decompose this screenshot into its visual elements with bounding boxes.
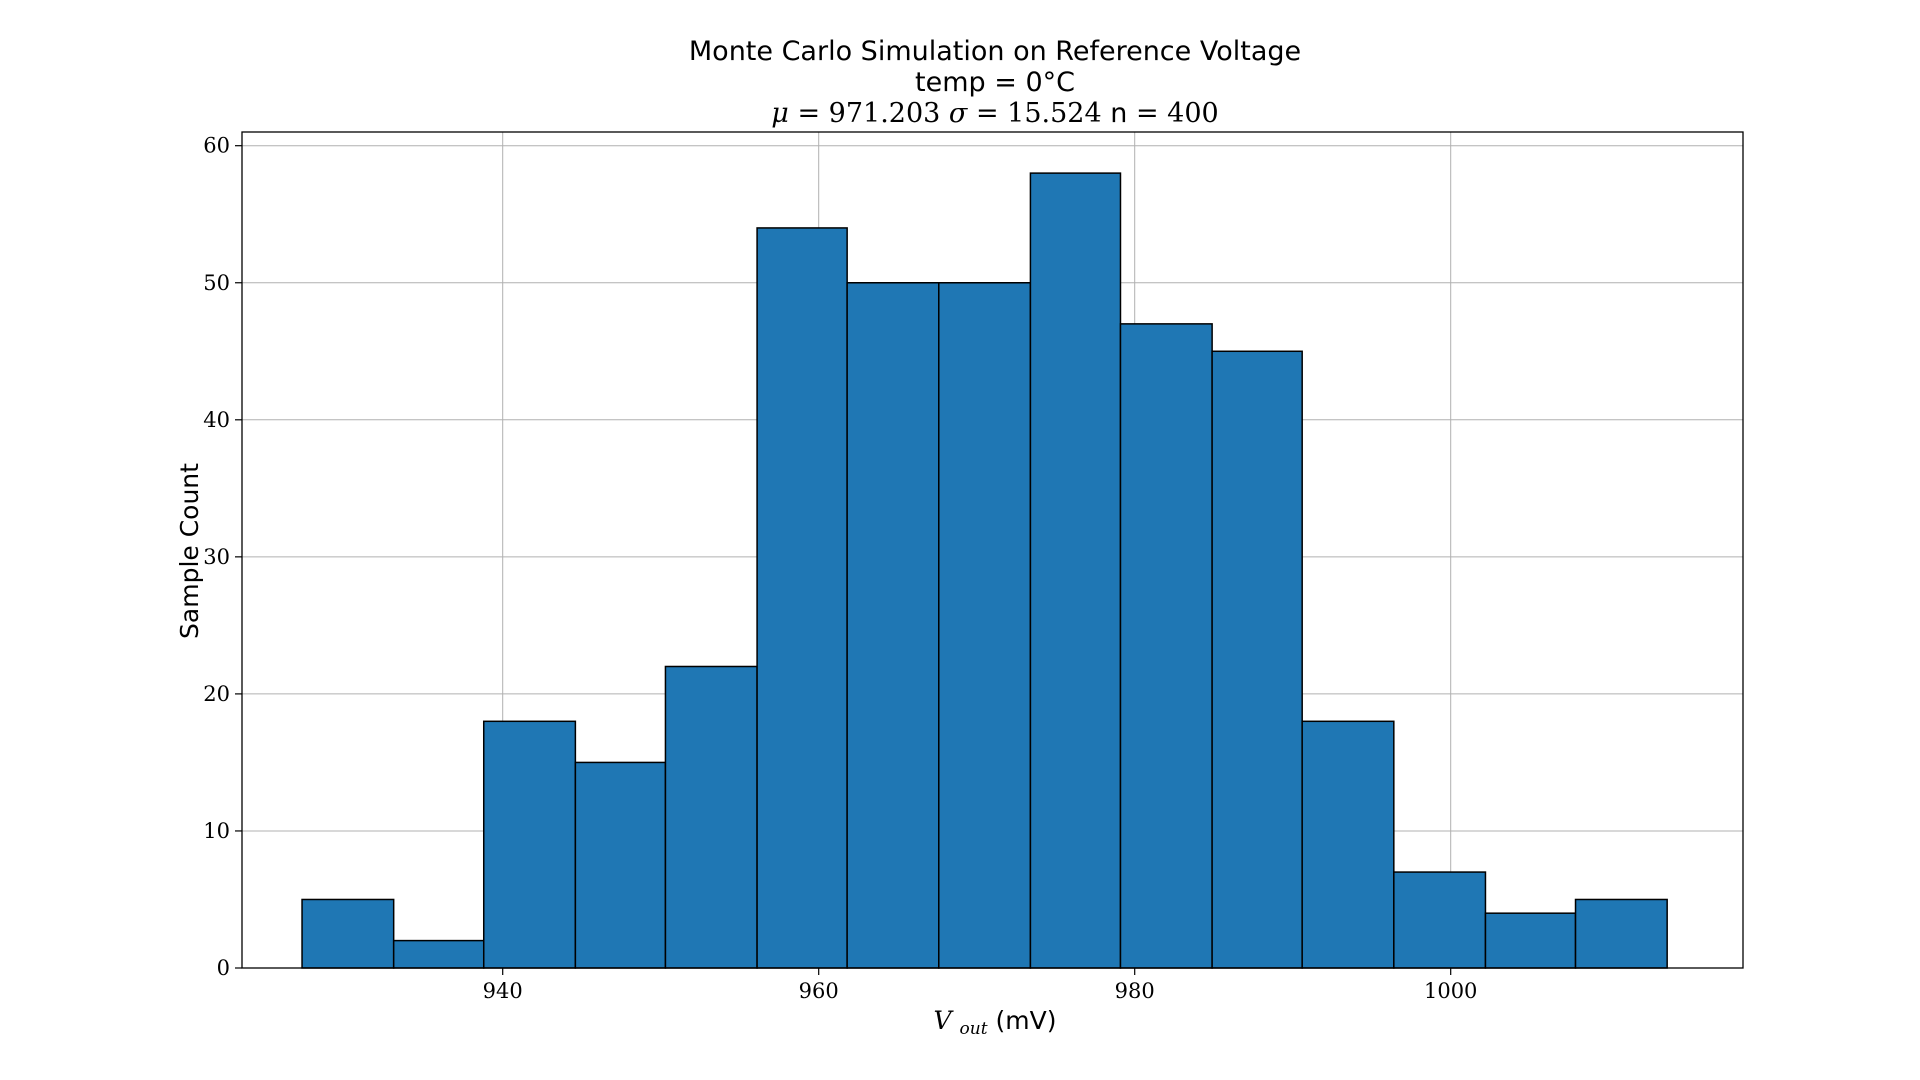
sigma-value: 15.524 [1007, 98, 1101, 129]
histogram-bar [846, 282, 940, 969]
x-axis-label: V out (mV) [934, 1006, 1057, 1040]
y-tick-label: 0 [217, 956, 230, 980]
histogram-bar [1484, 912, 1577, 969]
histogram-bar [1393, 871, 1487, 969]
mu-symbol: μ [771, 98, 789, 129]
histogram-bar [1029, 172, 1122, 969]
x-axis-subscript: out [960, 1019, 988, 1039]
y-axis-label: Sample Count [175, 463, 204, 639]
y-tick-label: 60 [203, 134, 230, 158]
n-value: 400 [1167, 98, 1219, 129]
histogram-bar [574, 761, 667, 969]
plot-area-frame [241, 131, 1744, 969]
y-tick-label: 30 [203, 545, 230, 569]
y-tick-label: 10 [203, 819, 230, 843]
histogram-bar [938, 282, 1032, 969]
histogram-bar [1574, 898, 1668, 969]
chart-stats-line: μ = 971.203 σ = 15.524 n = 400 [771, 98, 1218, 129]
sigma-symbol: σ [949, 98, 969, 129]
histogram-bars [301, 172, 1668, 969]
histogram-bar [756, 227, 848, 969]
axis-ticks: 940 960 980 1000 0 10 20 30 40 50 60 [203, 134, 1477, 1003]
histogram-bar [1301, 720, 1395, 969]
histogram-bar [482, 720, 577, 969]
mu-equals: = [797, 98, 828, 129]
chart-title-line-1: Monte Carlo Simulation on Reference Volt… [689, 36, 1301, 67]
x-axis-symbol: V [934, 1006, 955, 1035]
mu-value: 971.203 [829, 98, 941, 129]
histogram-bar [301, 898, 395, 969]
y-tick-label: 40 [203, 408, 230, 432]
y-tick-label: 20 [203, 682, 230, 706]
x-tick-label: 940 [483, 979, 523, 1003]
x-tick-label: 980 [1115, 979, 1155, 1003]
histogram-bar [664, 665, 758, 969]
n-label: n [1110, 98, 1127, 129]
chart-title: Monte Carlo Simulation on Reference Volt… [689, 36, 1301, 129]
histogram-bar [1211, 350, 1303, 969]
chart-title-line-2: temp = 0°C [915, 67, 1075, 98]
x-axis-unit: (mV) [996, 1006, 1057, 1035]
x-tick-label: 960 [799, 979, 839, 1003]
x-tick-label: 1000 [1424, 979, 1477, 1003]
histogram-bar [392, 939, 485, 969]
sigma-equals: = [976, 98, 1007, 129]
n-equals: = [1136, 98, 1167, 129]
y-tick-label: 50 [203, 271, 230, 295]
histogram-bar [1119, 323, 1213, 969]
